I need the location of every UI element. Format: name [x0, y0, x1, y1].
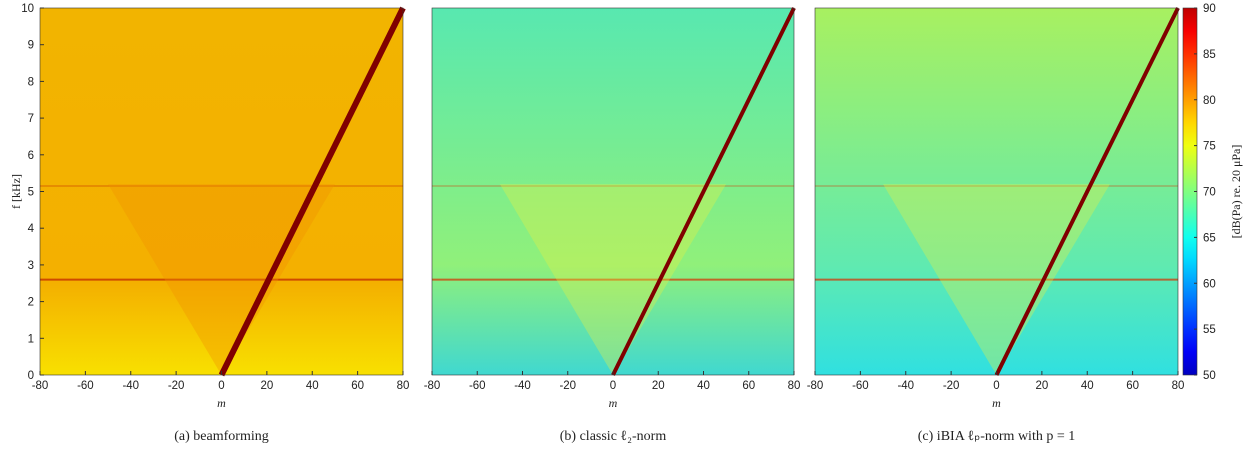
feature-cone	[108, 184, 335, 375]
colorbar-tick-label: 75	[1203, 141, 1216, 153]
x-tick-label: 20	[260, 380, 273, 392]
feature-ridge	[994, 7, 1180, 376]
x-axis-label: m	[609, 396, 618, 410]
y-tick-label: 7	[28, 113, 34, 125]
y-tick-label: 1	[28, 333, 34, 345]
y-tick-label: 9	[28, 40, 34, 52]
x-tick-label: -80	[807, 380, 824, 392]
x-tick-label: 20	[652, 380, 665, 392]
y-axis-label: f [kHz]	[9, 174, 23, 209]
x-tick-label: -80	[32, 380, 49, 392]
x-tick-label: 80	[397, 380, 410, 392]
heatmap-field	[432, 8, 794, 375]
y-tick-label: 0	[28, 370, 34, 382]
y-tick-label: 5	[28, 187, 34, 199]
caption: (c) iBIA ℓₚ-norm with p = 1	[918, 429, 1075, 444]
heatmap-field	[40, 8, 403, 375]
y-tick-label: 6	[28, 150, 34, 162]
colorbar-tick-label: 60	[1203, 278, 1216, 290]
x-tick-label: 0	[993, 380, 999, 392]
x-tick-label: 40	[1081, 380, 1094, 392]
x-tick-label: 80	[788, 380, 801, 392]
x-tick-label: -60	[852, 380, 869, 392]
x-tick-label: -20	[943, 380, 960, 392]
x-tick-label: -40	[122, 380, 139, 392]
y-tick-label: 10	[21, 3, 34, 15]
x-tick-label: 60	[742, 380, 755, 392]
caption: (a) beamforming	[174, 429, 268, 444]
x-tick-label: -20	[559, 380, 576, 392]
colorbar-tick-label: 65	[1203, 232, 1216, 244]
x-tick-label: -40	[897, 380, 914, 392]
colorbar-tick-label: 90	[1203, 3, 1216, 15]
x-tick-label: -80	[424, 380, 441, 392]
x-axis-label: m	[217, 396, 226, 410]
x-tick-label: 20	[1035, 380, 1048, 392]
x-tick-label: 0	[610, 380, 616, 392]
y-tick-label: 8	[28, 76, 34, 88]
x-tick-label: -60	[469, 380, 486, 392]
y-tick-label: 2	[28, 297, 34, 309]
colorbar-tick-label: 80	[1203, 95, 1216, 107]
colorbar-tick-label: 50	[1203, 370, 1216, 382]
x-tick-label: 80	[1172, 380, 1185, 392]
x-tick-label: 60	[351, 380, 364, 392]
x-tick-label: -20	[168, 380, 185, 392]
x-tick-label: 0	[218, 380, 224, 392]
feature-ridge	[218, 6, 406, 377]
x-tick-label: -60	[77, 380, 94, 392]
feature-ridge	[611, 7, 796, 376]
colorbar-tick-label: 55	[1203, 324, 1216, 336]
feature-cone	[499, 184, 727, 375]
colorbar-tick-label: 85	[1203, 49, 1216, 61]
colorbar-label: [dB(Pa) re. 20 μPa]	[1229, 145, 1243, 239]
x-tick-label: -40	[514, 380, 531, 392]
y-tick-label: 4	[28, 223, 35, 235]
caption: (b) classic ℓ₂-norm	[560, 429, 667, 444]
x-tick-label: 40	[697, 380, 710, 392]
x-tick-label: 60	[1126, 380, 1139, 392]
x-tick-label: 40	[306, 380, 319, 392]
y-tick-label: 3	[28, 260, 34, 272]
x-axis-label: m	[992, 396, 1001, 410]
colorbar-tick-label: 70	[1203, 187, 1216, 199]
heatmap-field	[815, 8, 1178, 375]
feature-cone	[883, 184, 1110, 375]
